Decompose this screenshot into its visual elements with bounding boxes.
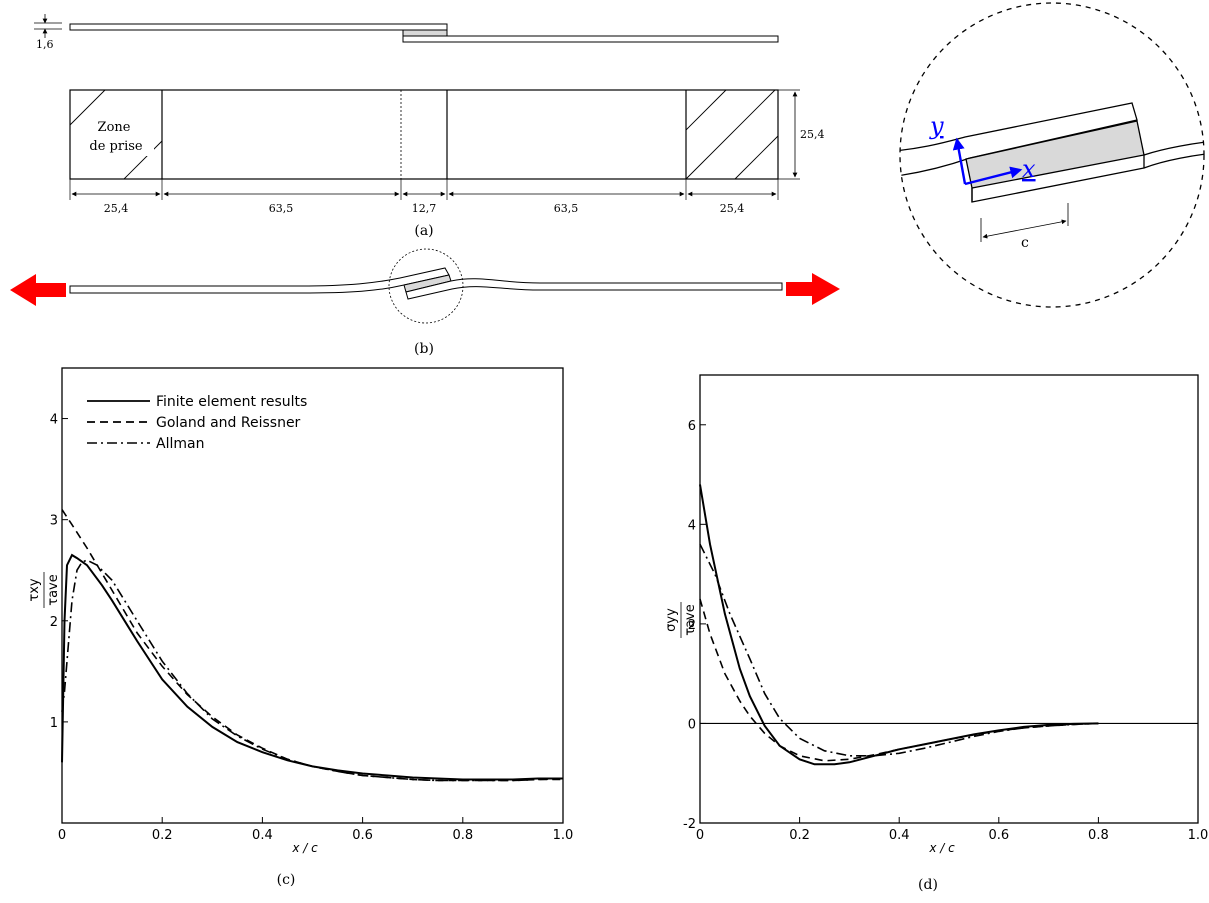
figure-a: 1,6 Zone de prise <box>34 14 825 239</box>
zoom-detail: y x c <box>899 2 1205 308</box>
x-tick-label: 0.2 <box>789 828 810 843</box>
zoom-region-circle <box>388 248 464 324</box>
chart-c-ylabel-num: τxy <box>27 578 42 602</box>
chart-d-frame <box>699 374 1199 824</box>
chart-c: 0 0.2 0.4 0.6 0.8 1.0 1 2 3 4 Finite element res… <box>27 367 573 888</box>
zoom-upper-adherend <box>900 102 1138 179</box>
thickness-label: 1,6 <box>36 38 54 51</box>
chart-d-ylabel: σyy τave <box>664 602 698 638</box>
chart-c-series <box>61 509 564 782</box>
legend-finite-element: Finite element results <box>156 394 307 410</box>
deformed-upper-adherend <box>69 267 450 294</box>
y-tick-label: 1 <box>50 716 58 731</box>
lower-adherend <box>402 35 779 43</box>
x-tick-label: 0.6 <box>352 828 373 843</box>
width-label: 25,4 <box>800 128 825 141</box>
x-axis-arrow <box>964 166 1023 186</box>
upper-adherend <box>69 23 448 31</box>
x-tick-label: 0 <box>58 828 66 843</box>
y-axis-arrow <box>952 137 967 185</box>
chart-d-y-ticks: -2 0 2 4 6 <box>683 419 706 832</box>
x-tick-label: 0.4 <box>252 828 273 843</box>
caption-a: (a) <box>414 223 433 239</box>
y-tick-label: 2 <box>50 615 58 630</box>
plan-view: Zone de prise 25,4 <box>69 89 825 180</box>
series-dashdot-line <box>61 559 564 782</box>
x-tick-label: 0 <box>696 828 704 843</box>
chart-c-ylabel: τxy τave <box>27 572 61 608</box>
caption-d: (d) <box>918 877 938 893</box>
x-tick-label: 1.0 <box>1188 828 1209 843</box>
grip-zone-label-line1: Zone <box>98 120 131 135</box>
y-tick-label: 4 <box>688 518 696 533</box>
chart-c-xlabel: x / c <box>291 841 318 855</box>
dim-overlap: 12,7 <box>412 202 437 215</box>
load-arrow-right <box>786 273 840 305</box>
y-tick-label: -2 <box>683 817 696 832</box>
dim-free-right: 63,5 <box>554 202 579 215</box>
x-tick-label: 0.8 <box>1088 828 1109 843</box>
side-view-joint <box>69 23 779 43</box>
chart-c-ylabel-den: τave <box>46 574 61 605</box>
caption-b: (b) <box>414 341 434 357</box>
x-tick-label: 0.8 <box>452 828 473 843</box>
deformed-lower-adherend <box>405 278 783 300</box>
grip-zone-left-hatch <box>69 89 163 180</box>
grip-zone-label-line2: de prise <box>89 139 143 154</box>
y-tick-label: 4 <box>50 413 58 428</box>
load-arrow-left <box>10 274 66 306</box>
series-solid-line <box>699 484 1099 766</box>
y-tick-label: 3 <box>50 514 58 529</box>
series-solid-line <box>61 553 563 781</box>
x-tick-label: 0.2 <box>152 828 173 843</box>
chart-c-frame <box>61 367 564 824</box>
dim-free-left: 63,5 <box>269 202 294 215</box>
legend-goland-reissner: Goland and Reissner <box>156 415 301 431</box>
figure-b: (b) <box>10 248 840 357</box>
overlap-length-label: c <box>1021 235 1029 251</box>
chart-d-series <box>699 484 1099 766</box>
x-axis-label: x <box>1022 155 1036 183</box>
dim-grip-left: 25,4 <box>104 202 129 215</box>
chart-d-xlabel: x / c <box>928 841 955 855</box>
x-tick-label: 0.4 <box>889 828 910 843</box>
chart-c-legend: Finite element results Goland and Reissn… <box>87 394 307 452</box>
chart-d-ylabel-den: τave <box>683 604 698 635</box>
y-tick-label: 6 <box>688 419 696 434</box>
dim-grip-right: 25,4 <box>720 202 745 215</box>
y-axis-label: y <box>929 112 944 140</box>
y-tick-label: 2 <box>688 618 696 633</box>
chart-d-ylabel-num: σyy <box>664 608 679 632</box>
length-dimensions: 25,4 63,5 12,7 63,5 25,4 <box>69 179 779 215</box>
thickness-indicator: 1,6 <box>34 14 62 51</box>
grip-zone-right-hatch <box>685 89 779 180</box>
x-tick-label: 1.0 <box>553 828 574 843</box>
chart-d-x-ticks: 0 0.2 0.4 0.6 0.8 1.0 <box>696 817 1208 843</box>
x-tick-label: 0.6 <box>988 828 1009 843</box>
legend-allman: Allman <box>156 436 204 452</box>
y-tick-label: 0 <box>688 717 696 732</box>
caption-c: (c) <box>277 872 296 888</box>
series-dashdot-line <box>699 543 1099 757</box>
adhesive-layer <box>402 29 448 37</box>
chart-c-x-ticks: 0 0.2 0.4 0.6 0.8 1.0 <box>58 817 573 843</box>
